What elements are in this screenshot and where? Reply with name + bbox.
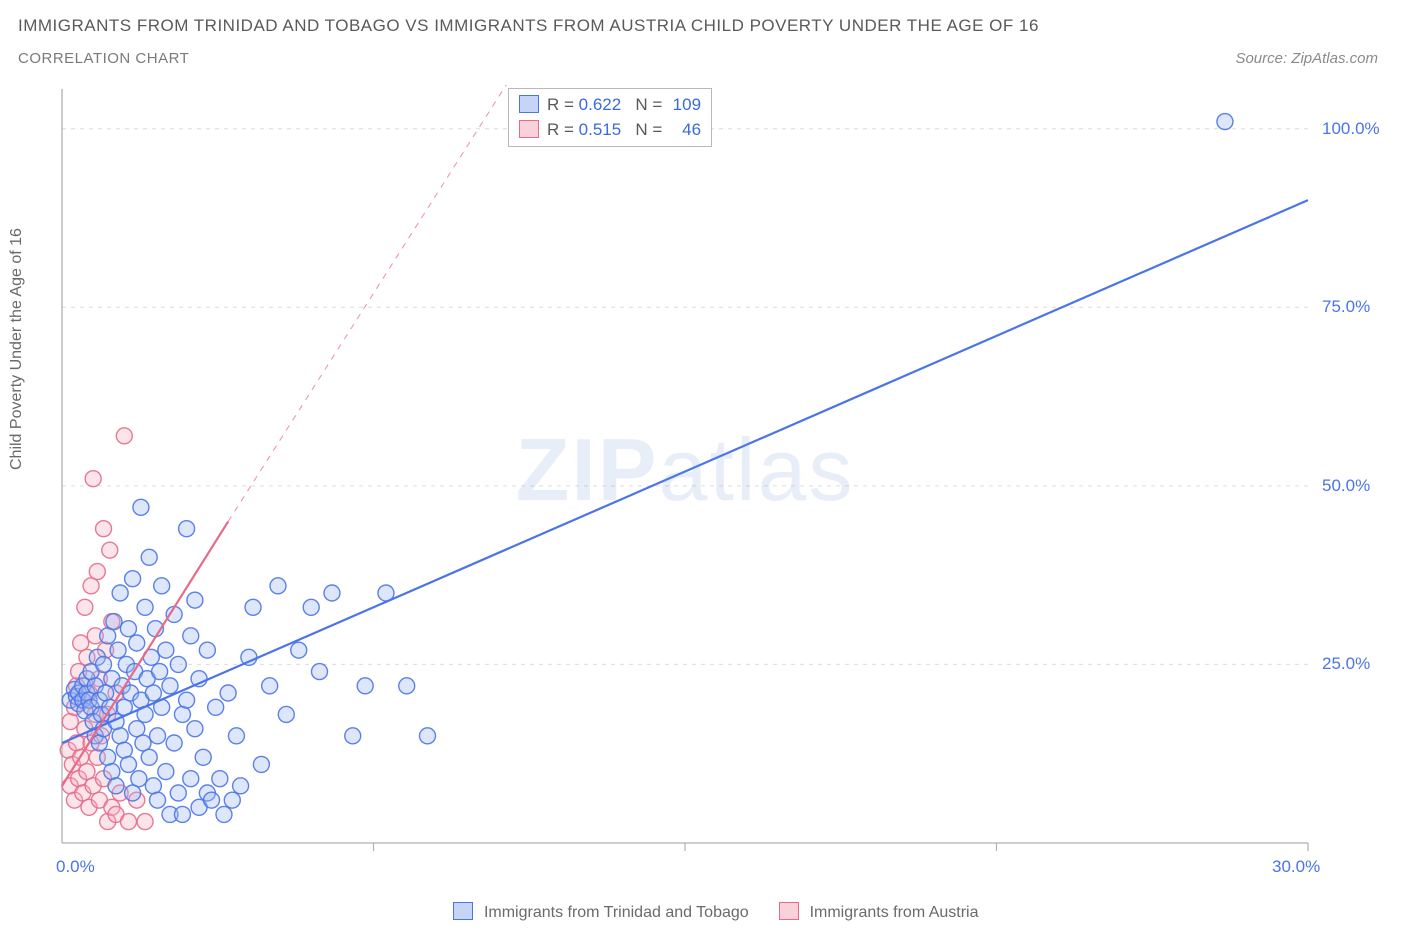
stats-swatch: [519, 95, 539, 113]
stats-R-value: 0.622: [579, 95, 622, 114]
y-tick-label: 50.0%: [1322, 476, 1370, 496]
stats-N-label: N =: [635, 120, 667, 139]
y-tick-label: 100.0%: [1322, 119, 1380, 139]
x-tick-label: 30.0%: [1272, 857, 1320, 877]
source-credit: Source: ZipAtlas.com: [1235, 50, 1378, 67]
stats-R-label: R =: [547, 120, 579, 139]
stats-R-label: R =: [547, 95, 579, 114]
legend-swatch-series2: [779, 902, 799, 920]
chart-title: IMMIGRANTS FROM TRINIDAD AND TOBAGO VS I…: [18, 16, 1039, 36]
stats-legend-box: R = 0.622 N = 109R = 0.515 N = 46: [508, 88, 712, 147]
y-tick-label: 75.0%: [1322, 297, 1370, 317]
scatter-svg: [50, 85, 1320, 855]
legend-swatch-series1: [453, 902, 473, 920]
legend-label-series1: Immigrants from Trinidad and Tobago: [484, 904, 749, 921]
stats-N-value: 46: [667, 118, 701, 143]
stats-N-label: N =: [635, 95, 667, 114]
bottom-legend: Immigrants from Trinidad and Tobago Immi…: [0, 902, 1406, 922]
x-tick-label: 0.0%: [56, 857, 95, 877]
chart-subtitle: CORRELATION CHART: [18, 50, 189, 67]
y-axis-title: Child Poverty Under the Age of 16: [8, 228, 26, 470]
stats-N-value: 109: [667, 93, 701, 118]
stats-R-value: 0.515: [579, 120, 622, 139]
plot-area: ZIPatlas: [50, 85, 1320, 855]
stats-swatch: [519, 120, 539, 138]
legend-label-series2: Immigrants from Austria: [810, 904, 979, 921]
stats-row: R = 0.622 N = 109: [519, 93, 701, 118]
stats-row: R = 0.515 N = 46: [519, 118, 701, 143]
y-tick-label: 25.0%: [1322, 654, 1370, 674]
